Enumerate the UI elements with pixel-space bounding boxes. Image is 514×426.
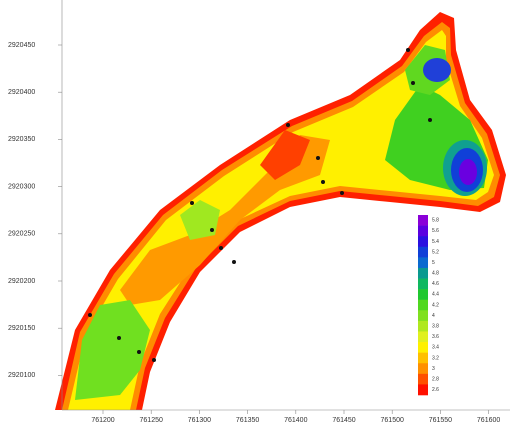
body: 5.8 5.6 5.4 5.2 5 4.8 4.6 4.4 4.2 4 3.8 3.6 3.4 3.2 3 2… (0, 0, 514, 426)
sample-point (428, 118, 432, 122)
legend-label: 3 (432, 366, 435, 372)
legend-label: 3.8 (432, 324, 439, 330)
y-tick-label: 2920400 (8, 89, 35, 96)
legend-label: 2.6 (432, 387, 439, 393)
x-tick-label: 761300 (188, 417, 211, 424)
legend-label: 3.4 (432, 345, 439, 351)
sample-point (88, 313, 92, 317)
legend: 5.8 5.6 5.4 5.2 5 4.8 4.6 4.4 4.2 4 3.8 3.6 3.4 3.2 3 2… (418, 215, 439, 395)
legend-label: 4.6 (432, 281, 439, 287)
legend-label: 5.8 (432, 218, 439, 224)
x-tick-label: 761350 (236, 417, 259, 424)
sample-point (210, 228, 214, 232)
sample-point (406, 48, 410, 52)
x-tick-label: 761600 (477, 417, 500, 424)
legend-label: 4.4 (432, 292, 439, 298)
legend-swatch (418, 384, 428, 395)
legend-swatch (418, 247, 428, 258)
legend-swatch (418, 342, 428, 353)
sample-point (219, 246, 223, 250)
legend-label: 4.2 (432, 302, 439, 308)
legend-label: 4.8 (432, 271, 439, 277)
legend-swatch (418, 331, 428, 342)
legend-swatch (418, 226, 428, 237)
legend-label: 5.4 (432, 239, 439, 245)
y-tick-label: 2920450 (8, 42, 35, 49)
y-tick-label: 2920200 (8, 278, 35, 285)
legend-swatch (418, 300, 428, 311)
page: {"x_axis": {"labels": ["761200", "761250… (0, 0, 514, 426)
legend-swatch (418, 321, 428, 332)
sample-point (286, 123, 290, 127)
y-tick-label: 2920250 (8, 231, 35, 238)
legend-swatch (418, 215, 428, 226)
legend-label: 5.2 (432, 249, 439, 255)
contour-purple (459, 159, 477, 185)
legend-swatch (418, 279, 428, 290)
sample-point (152, 358, 156, 362)
x-tick-label: 761500 (381, 417, 404, 424)
sample-point (321, 180, 325, 184)
sample-point (316, 156, 320, 160)
sample-point (340, 191, 344, 195)
x-tick-label: 761450 (332, 417, 355, 424)
x-tick-label: 761400 (284, 417, 307, 424)
sample-point (137, 350, 141, 354)
legend-swatch (418, 310, 428, 321)
legend-swatch (418, 363, 428, 374)
legend-swatch (418, 289, 428, 300)
legend-label: 5 (432, 260, 435, 266)
sample-point (117, 336, 121, 340)
x-tick-label: 761250 (140, 417, 163, 424)
legend-label: 2.8 (432, 376, 439, 382)
sample-point (190, 201, 194, 205)
y-tick-label: 2920150 (8, 325, 35, 332)
sample-point (411, 81, 415, 85)
y-tick-label: 2920350 (8, 136, 35, 143)
legend-label: 3.2 (432, 355, 439, 361)
legend-swatch (418, 374, 428, 385)
legend-label: 5.6 (432, 228, 439, 234)
legend-swatch (418, 257, 428, 268)
legend-swatch (418, 268, 428, 279)
x-tick-label: 761200 (91, 417, 114, 424)
legend-label: 4 (432, 313, 435, 319)
legend-swatch (418, 353, 428, 364)
contour-blue-ne (423, 58, 451, 82)
y-tick-label: 2920100 (8, 372, 35, 379)
x-tick-label: 761550 (429, 417, 452, 424)
sample-point (232, 260, 236, 264)
legend-swatch (418, 236, 428, 247)
contour-map: 5.8 5.6 5.4 5.2 5 4.8 4.6 4.4 4.2 4 3.8 3.6 3.4 3.2 3 2… (0, 0, 514, 426)
y-tick-label: 2920300 (8, 183, 35, 190)
legend-label: 3.6 (432, 334, 439, 340)
